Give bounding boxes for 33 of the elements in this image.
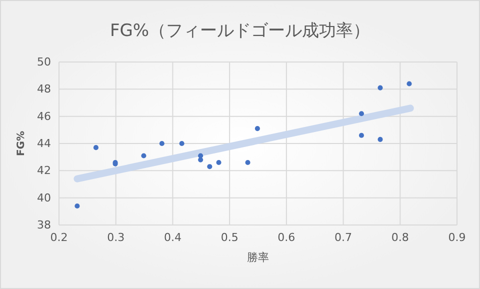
y-tick-label: 46 [37,110,51,123]
point [245,160,250,166]
x-tick-label: 0.6 [278,230,296,244]
y-tick-label: 48 [37,82,51,96]
chart-title: FG%（フィールドゴール成功率） [110,21,370,41]
x-tick-label: 0.5 [220,230,238,244]
point [378,136,383,142]
y-tick-label: 38 [37,218,51,232]
x-axis-title: 勝率 [247,251,269,264]
point [74,203,80,208]
point [93,145,98,150]
point [358,132,364,138]
y-tick-label: 50 [37,56,51,69]
x-tick-label: 0.9 [448,230,466,244]
point [358,111,364,116]
point [179,140,184,146]
y-tick-label: 40 [37,191,51,204]
x-tick-label: 0.3 [107,230,125,244]
point [254,126,260,132]
point [207,164,212,170]
point [198,157,204,162]
x-tick-label: 0.8 [391,230,409,244]
x-tick-label: 0.4 [164,230,182,244]
point [159,140,164,146]
point [406,81,412,86]
x-tick-label: 0.7 [334,230,352,244]
point [141,153,146,158]
y-tick-label: 42 [37,164,51,178]
y-tick-label: 44 [37,137,51,150]
y-axis-title: FG% [16,130,27,156]
point [216,160,222,166]
point [378,85,383,90]
x-tick-label: 0.2 [50,230,68,244]
